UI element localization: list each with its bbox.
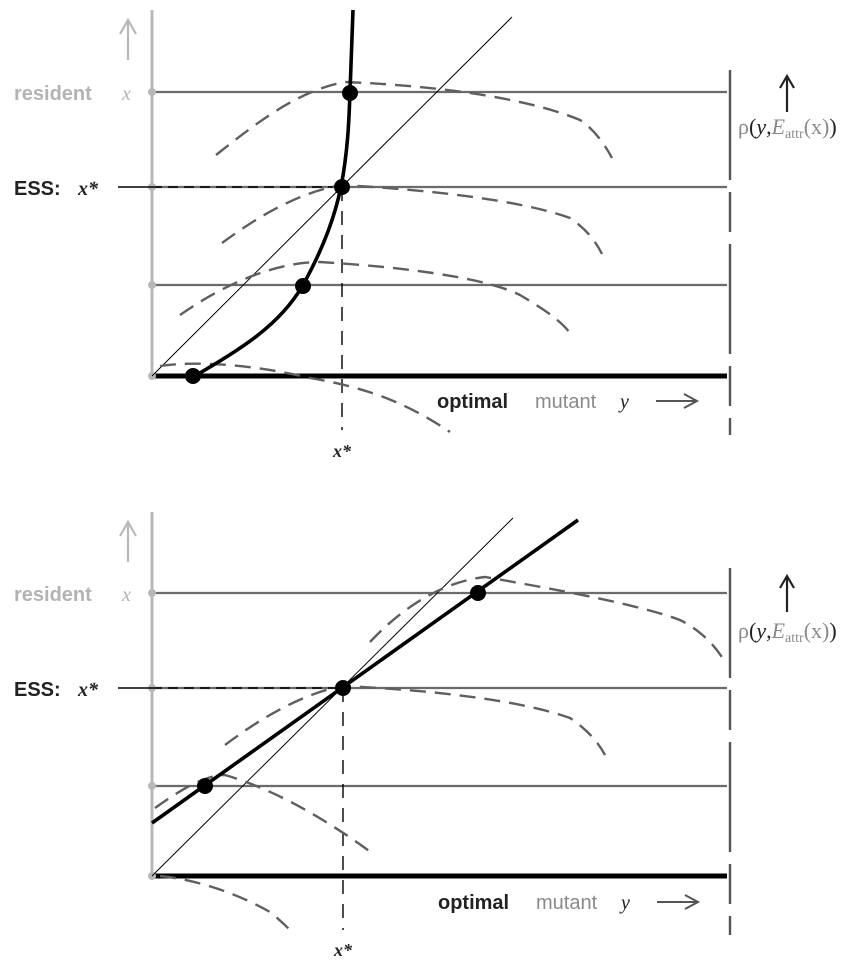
rho-open: ( <box>749 618 756 643</box>
rho-y: y <box>754 618 766 643</box>
diagonal-line <box>151 517 514 877</box>
axis-var: y <box>618 391 629 413</box>
fitness-curve <box>215 80 614 159</box>
rho-comma: , <box>766 114 772 139</box>
equilibrium-point <box>342 85 358 101</box>
rho-open: ( <box>749 114 756 139</box>
rho-close: ) <box>829 114 836 139</box>
resident-var: x <box>121 584 131 606</box>
fitness-label: ρ(y,Eattr(x)) <box>738 114 837 142</box>
resident-label: resident <box>14 584 92 606</box>
equilibrium-point <box>185 368 201 384</box>
rho-comma: , <box>766 618 772 643</box>
resident-up-arrow <box>119 519 137 562</box>
fitness-curve <box>154 773 373 854</box>
rho-symbol: ρ <box>738 114 749 139</box>
rho-sub: attr <box>785 631 804 646</box>
equilibrium-point <box>470 585 486 601</box>
rho-arg: (x) <box>804 618 830 643</box>
equilibrium-point <box>197 778 213 794</box>
best-response-curve <box>192 9 355 379</box>
axis-tick-dot <box>148 589 156 597</box>
diagonal-line <box>151 16 513 377</box>
svg-text:ρ(y,Eattr(x)): ρ(y,Eattr(x)) <box>738 618 837 646</box>
fitness-curve <box>159 362 451 433</box>
rho-e: E <box>771 114 786 139</box>
axis-right-arrow <box>657 894 701 910</box>
ess-label: ESS: <box>14 679 61 701</box>
axis-tick-dot <box>148 88 156 96</box>
fitness-label: ρ(y,Eattr(x)) <box>738 618 837 646</box>
rho-y: y <box>754 114 766 139</box>
ess-point <box>335 680 351 696</box>
axis-right-arrow <box>656 393 700 409</box>
axis-tick-dot <box>148 782 156 790</box>
fitness-curve <box>221 183 604 255</box>
rho-arg: (x) <box>804 114 830 139</box>
resident-up-arrow <box>119 17 137 60</box>
resident-label: resident <box>14 83 92 105</box>
x-star-tick-label: x* <box>332 441 352 461</box>
fitness-curve <box>179 260 571 334</box>
top-panel: resident x ESS: x* optimal mutant y x* ρ… <box>14 9 837 461</box>
svg-text:ρ(y,Eattr(x)): ρ(y,Eattr(x)) <box>738 114 837 142</box>
axis-bold-label: optimal <box>437 391 508 413</box>
bottom-panel: resident x ESS: x* optimal mutant y x* ρ… <box>14 512 837 960</box>
resident-var: x <box>121 83 131 105</box>
axis-tick-dot <box>148 281 156 289</box>
rho-symbol: ρ <box>738 618 749 643</box>
best-response-line <box>150 518 580 825</box>
rho-e: E <box>771 618 786 643</box>
fitness-curve <box>224 684 607 756</box>
fitness-curve <box>159 874 291 931</box>
fitness-up-arrow <box>779 73 795 112</box>
fitness-up-arrow <box>779 573 795 612</box>
axis-bold-label: optimal <box>438 892 509 914</box>
rho-sub: attr <box>785 127 804 142</box>
axis-label: mutant <box>536 892 598 914</box>
ess-var: x* <box>77 679 99 701</box>
fitness-curve <box>369 575 727 663</box>
rho-close: ) <box>829 618 836 643</box>
x-star-tick-label: x* <box>333 940 353 960</box>
ess-label: ESS: <box>14 178 61 200</box>
ess-var: x* <box>77 178 99 200</box>
axis-label: mutant <box>535 391 597 413</box>
axis-var: y <box>619 892 630 914</box>
ess-point <box>334 179 350 195</box>
equilibrium-point <box>295 278 311 294</box>
